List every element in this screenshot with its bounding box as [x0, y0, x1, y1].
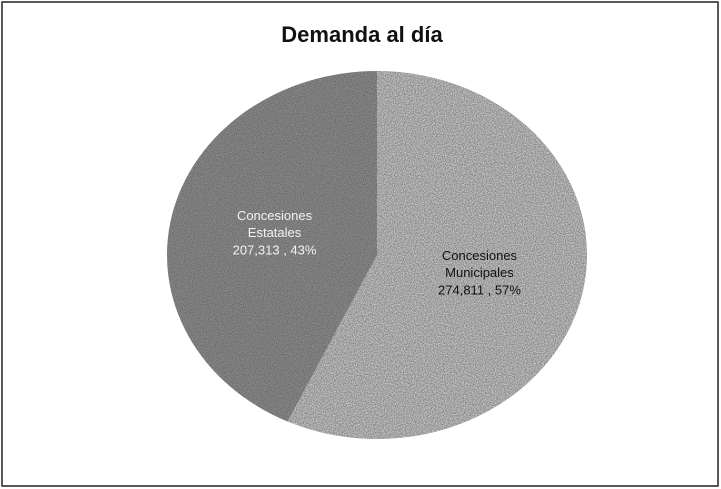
labels: Concesiones Municipales 274,811 , 57% Conce…	[233, 208, 522, 297]
chart-title: Demanda al día	[281, 22, 443, 47]
pie	[166, 71, 587, 439]
slice-value-label: 207,313 , 43%	[233, 242, 317, 257]
slice-category-label: Concesiones Estatales	[237, 208, 313, 240]
slice-category-label: Concesiones Municipales	[442, 249, 518, 281]
pie-slice	[287, 71, 587, 439]
pie-slice	[166, 71, 377, 422]
slice-value-label: 274,811 , 57%	[438, 283, 521, 298]
